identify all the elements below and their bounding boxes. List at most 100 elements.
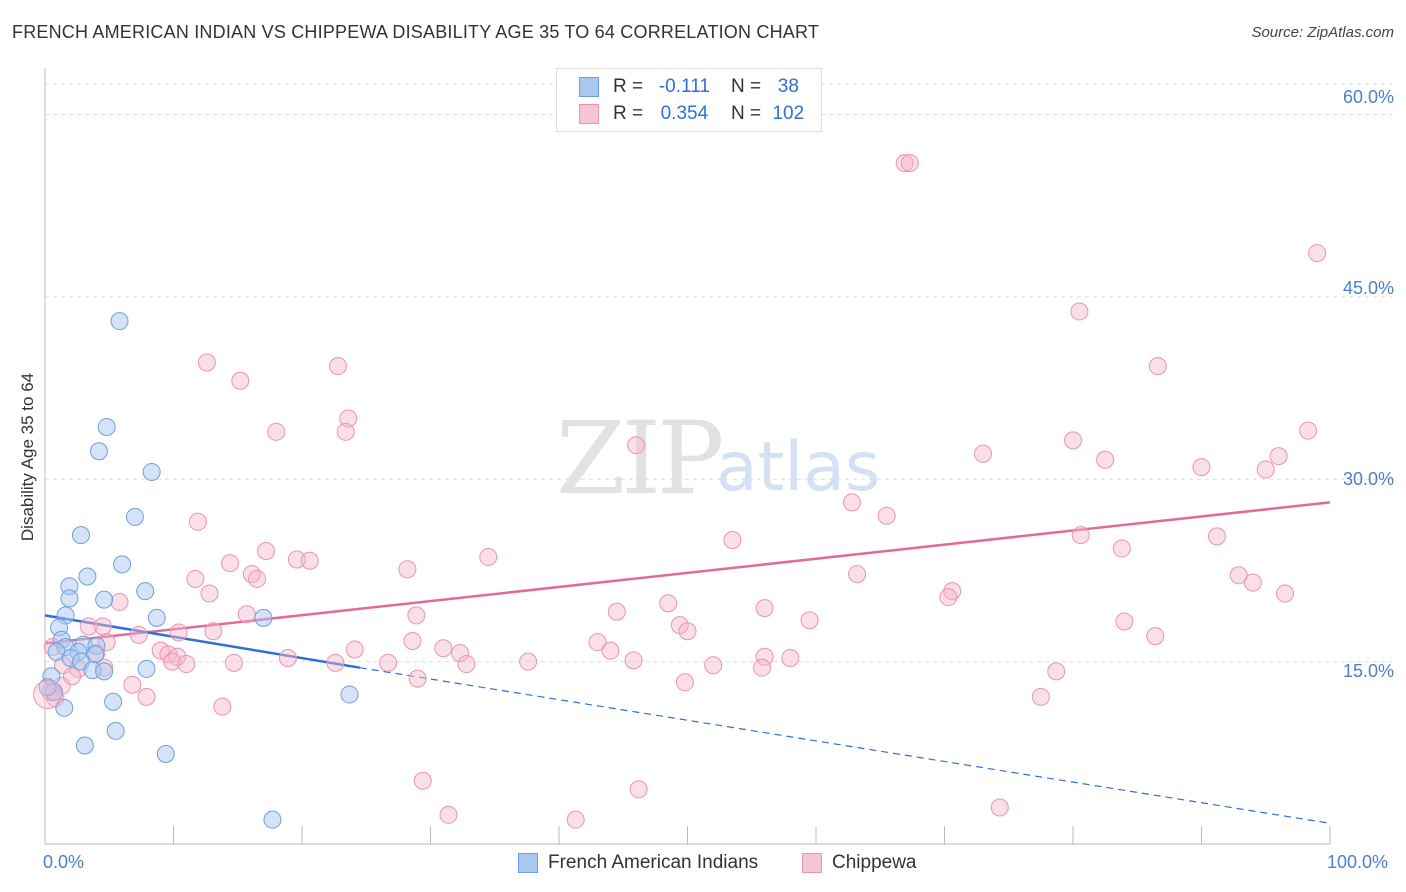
data-point-chippewa [267, 422, 286, 441]
data-point-chippewa [755, 599, 774, 618]
data-point-chippewa [1031, 687, 1050, 706]
data-point-chippewa [1096, 450, 1115, 469]
data-point-french-american-indians [125, 507, 144, 526]
data-point-chippewa [1243, 573, 1262, 592]
data-point-chippewa [900, 154, 919, 173]
chart-title: FRENCH AMERICAN INDIAN VS CHIPPEWA DISAB… [12, 22, 820, 42]
legend-swatch-pink [802, 853, 822, 873]
data-point-chippewa [1047, 662, 1066, 681]
data-point-chippewa [1276, 584, 1295, 603]
data-point-chippewa [1308, 244, 1327, 263]
data-point-chippewa [413, 771, 432, 790]
data-point-chippewa [1256, 460, 1275, 479]
data-point-french-american-indians [137, 659, 156, 678]
data-point-chippewa [79, 617, 98, 636]
data-point-chippewa [1192, 458, 1211, 477]
data-point-chippewa [755, 647, 774, 666]
data-point-chippewa [1064, 431, 1082, 450]
data-point-french-american-indians [95, 662, 114, 681]
data-point-french-american-indians [156, 745, 175, 764]
source-label: Source: ZipAtlas.com [1251, 24, 1394, 41]
data-point-chippewa [723, 531, 742, 550]
data-point-chippewa [877, 506, 896, 525]
data-point-chippewa [168, 647, 187, 666]
data-point-chippewa [328, 357, 347, 376]
legend-r-value: 0.354 [660, 103, 709, 124]
data-point-french-american-indians [263, 810, 282, 829]
data-point-french-american-indians [95, 590, 114, 609]
data-point-chippewa [137, 687, 156, 706]
data-point-french-american-indians [106, 721, 125, 740]
data-point-chippewa [287, 550, 306, 569]
data-point-chippewa [588, 633, 607, 652]
legend-n-label: N = [730, 103, 762, 124]
legend-r-label: R = [613, 76, 644, 97]
data-point-chippewa [659, 594, 678, 613]
data-point-chippewa [407, 606, 426, 625]
bottom-legend-label: Chippewa [832, 852, 917, 873]
legend-swatch-blue [518, 853, 538, 873]
trend-line-french-american-indians [44, 614, 361, 669]
data-point-french-american-indians [254, 608, 273, 627]
y-tick-label: 45.0% [1342, 278, 1394, 298]
y-tick-label: 60.0% [1342, 87, 1394, 107]
data-point-chippewa [248, 569, 267, 588]
legend-row-chippewa: R = 0.354 N = 102 [579, 102, 810, 126]
data-point-chippewa [169, 623, 188, 642]
data-point-chippewa [33, 679, 63, 709]
legend-swatch-blue [579, 77, 599, 97]
data-point-chippewa [627, 436, 646, 455]
data-point-chippewa [675, 673, 694, 692]
data-point-chippewa [1207, 527, 1226, 546]
data-point-chippewa [186, 569, 205, 588]
data-point-french-american-indians [60, 589, 79, 608]
bottom-legend-chippewa: Chippewa [802, 852, 917, 874]
data-point-chippewa [1112, 539, 1131, 558]
data-point-french-american-indians [89, 442, 108, 461]
data-point-chippewa [224, 653, 243, 672]
watermark-zip: ZIP [556, 400, 724, 517]
data-point-chippewa [990, 798, 1009, 817]
data-point-french-american-indians [55, 698, 74, 717]
data-point-french-american-indians [104, 692, 123, 711]
data-point-chippewa [1115, 612, 1134, 631]
data-points [33, 154, 1327, 829]
data-point-chippewa [379, 653, 398, 672]
data-point-chippewa [278, 648, 297, 667]
data-point-chippewa [1229, 566, 1248, 585]
data-point-chippewa [1299, 421, 1318, 440]
data-point-chippewa [753, 658, 772, 677]
data-point-french-american-indians [38, 678, 57, 697]
data-point-chippewa [403, 631, 422, 650]
data-point-chippewa [629, 780, 648, 799]
data-point-chippewa [566, 810, 585, 829]
data-point-chippewa [408, 669, 427, 688]
x-tick-label: 0.0% [43, 852, 85, 872]
data-point-french-american-indians [113, 555, 132, 574]
data-point-french-american-indians [110, 312, 129, 331]
data-point-chippewa [601, 641, 620, 660]
data-point-chippewa [62, 667, 81, 686]
data-point-chippewa [300, 551, 319, 570]
trend-line-french-american-indians-extrapolated [359, 667, 1331, 824]
data-point-chippewa [624, 651, 643, 670]
data-point-chippewa [345, 640, 364, 659]
data-point-chippewa [398, 560, 417, 579]
data-point-chippewa [607, 602, 626, 621]
data-point-chippewa [1071, 526, 1090, 545]
legend-row-french-american-indians: R = -0.111 N = 38 [579, 75, 810, 99]
axes [44, 68, 1331, 845]
data-point-chippewa [213, 697, 232, 716]
data-point-chippewa [339, 409, 358, 428]
data-point-chippewa [242, 565, 261, 584]
y-tick-label: 30.0% [1342, 469, 1394, 489]
data-point-chippewa [326, 653, 345, 672]
data-point-chippewa [842, 493, 861, 512]
x-tick-label: 100.0% [1327, 852, 1389, 872]
data-point-chippewa [974, 444, 993, 463]
data-point-chippewa [479, 548, 498, 567]
data-point-french-american-indians [97, 417, 116, 436]
data-point-chippewa [704, 656, 723, 675]
legend-n-label: N = [730, 76, 762, 97]
